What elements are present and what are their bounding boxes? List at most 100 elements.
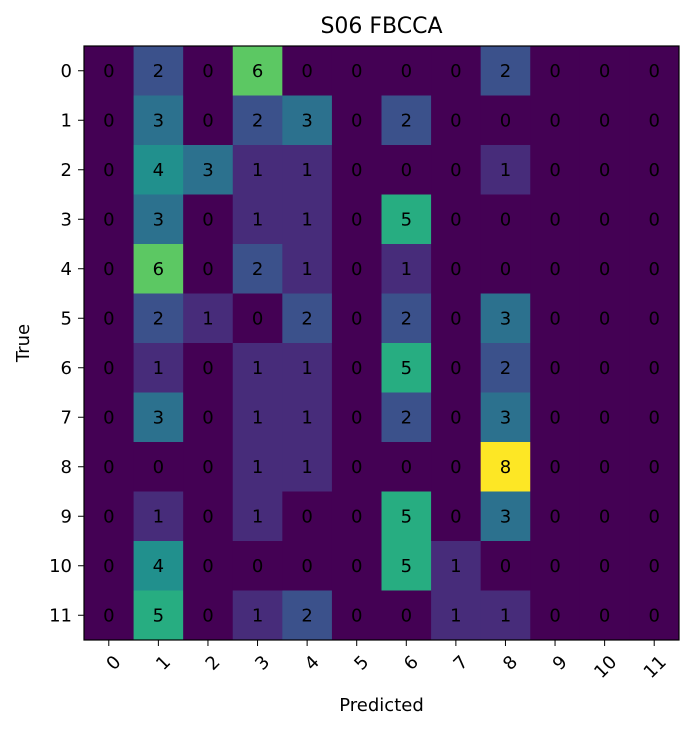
heatmap-cell xyxy=(183,491,234,542)
cell-value-label: 1 xyxy=(153,358,164,379)
cell-value-label: 0 xyxy=(202,457,213,478)
cell-value-label: 0 xyxy=(202,61,213,82)
cell-value-label: 0 xyxy=(599,457,610,478)
y-tick-label: 9 xyxy=(61,506,72,527)
x-tick-label: 0 xyxy=(102,652,125,675)
cell-value-label: 1 xyxy=(252,358,263,379)
heatmap-cell xyxy=(480,392,531,443)
x-tick-label: 2 xyxy=(202,652,225,675)
heatmap-cell xyxy=(431,590,482,641)
cell-value-label: 0 xyxy=(301,61,312,82)
cell-value-label: 0 xyxy=(103,407,114,428)
heatmap-cell xyxy=(530,244,581,294)
heatmap-cell xyxy=(629,590,680,641)
heatmap-cell xyxy=(133,145,184,195)
heatmap-cell xyxy=(232,590,283,641)
cell-value-label: 5 xyxy=(401,209,412,230)
heatmap-cell xyxy=(331,343,382,393)
cell-value-label: 1 xyxy=(301,457,312,478)
cell-value-label: 0 xyxy=(500,556,511,577)
heatmap-cell xyxy=(480,541,531,591)
heatmap-cell xyxy=(183,46,234,96)
cell-value-label: 0 xyxy=(500,110,511,131)
cell-value-label: 0 xyxy=(648,61,659,82)
heatmap-cell xyxy=(282,590,333,641)
cell-value-label: 1 xyxy=(252,160,263,181)
cell-value-label: 0 xyxy=(500,259,511,280)
cell-value-label: 0 xyxy=(648,407,659,428)
cell-value-label: 1 xyxy=(301,407,312,428)
cell-value-label: 0 xyxy=(103,556,114,577)
heatmap-cell xyxy=(431,244,482,294)
heatmap-cell xyxy=(84,46,135,96)
heatmap-cell xyxy=(629,343,680,393)
heatmap-cell xyxy=(331,392,382,443)
cell-value-label: 0 xyxy=(648,110,659,131)
heatmap-cell xyxy=(381,392,432,443)
heatmap-cell xyxy=(282,392,333,443)
heatmap-cell xyxy=(183,293,234,344)
heatmap-cell xyxy=(480,590,531,641)
heatmap-cell xyxy=(133,392,184,443)
cell-value-label: 0 xyxy=(202,358,213,379)
cell-value-label: 0 xyxy=(648,556,659,577)
heatmap-cell xyxy=(629,293,680,344)
heatmap-cell xyxy=(579,590,630,641)
x-tick-label: 9 xyxy=(549,652,572,675)
heatmap-cell xyxy=(431,194,482,245)
y-tick-label: 6 xyxy=(61,358,72,379)
heatmap-cell xyxy=(232,145,283,195)
cell-value-label: 0 xyxy=(450,358,461,379)
cell-value-label: 1 xyxy=(450,556,461,577)
heatmap-cell xyxy=(133,590,184,641)
x-tick-label: 11 xyxy=(640,652,671,683)
cell-value-label: 0 xyxy=(351,457,362,478)
heatmap-cell xyxy=(579,491,630,542)
heatmap-cell xyxy=(84,343,135,393)
cell-value-label: 3 xyxy=(153,110,164,131)
cell-value-label: 2 xyxy=(500,61,511,82)
cell-value-label: 2 xyxy=(401,110,412,131)
cell-value-label: 0 xyxy=(153,457,164,478)
heatmap-cell xyxy=(183,442,234,492)
heatmap-cell xyxy=(480,145,531,195)
cell-value-label: 0 xyxy=(549,457,560,478)
cell-value-label: 1 xyxy=(401,259,412,280)
heatmap-cell xyxy=(84,541,135,591)
heatmap-cell xyxy=(183,590,234,641)
cell-value-label: 0 xyxy=(103,308,114,329)
heatmap-cell xyxy=(530,541,581,591)
y-axis-label: True xyxy=(13,324,34,363)
cell-value-label: 3 xyxy=(301,110,312,131)
heatmap-cell xyxy=(232,46,283,96)
cell-value-label: 0 xyxy=(549,308,560,329)
cell-value-label: 0 xyxy=(450,457,461,478)
cell-value-label: 0 xyxy=(599,308,610,329)
cell-value-label: 2 xyxy=(153,308,164,329)
heatmap-cell xyxy=(579,95,630,146)
cell-value-label: 0 xyxy=(202,259,213,280)
y-tick-label: 7 xyxy=(61,407,72,428)
heatmap-cell xyxy=(84,590,135,641)
heatmap-cell xyxy=(431,343,482,393)
cell-value-label: 0 xyxy=(301,556,312,577)
heatmap-cell xyxy=(331,590,382,641)
heatmap-cell xyxy=(579,293,630,344)
cell-value-label: 0 xyxy=(599,110,610,131)
heatmap-cell xyxy=(579,194,630,245)
cell-value-label: 0 xyxy=(202,407,213,428)
cell-value-label: 0 xyxy=(599,259,610,280)
y-tick-label: 1 xyxy=(61,110,72,131)
cell-value-label: 0 xyxy=(599,506,610,527)
cell-value-label: 0 xyxy=(599,556,610,577)
cell-value-label: 6 xyxy=(252,61,263,82)
cell-value-label: 0 xyxy=(549,110,560,131)
cell-value-label: 0 xyxy=(351,259,362,280)
heatmap-cell xyxy=(331,442,382,492)
heatmap-cell xyxy=(629,194,680,245)
cell-value-label: 1 xyxy=(301,160,312,181)
cell-value-label: 0 xyxy=(351,110,362,131)
heatmap-cell xyxy=(381,442,432,492)
heatmap-cell xyxy=(381,46,432,96)
cell-value-label: 0 xyxy=(450,308,461,329)
